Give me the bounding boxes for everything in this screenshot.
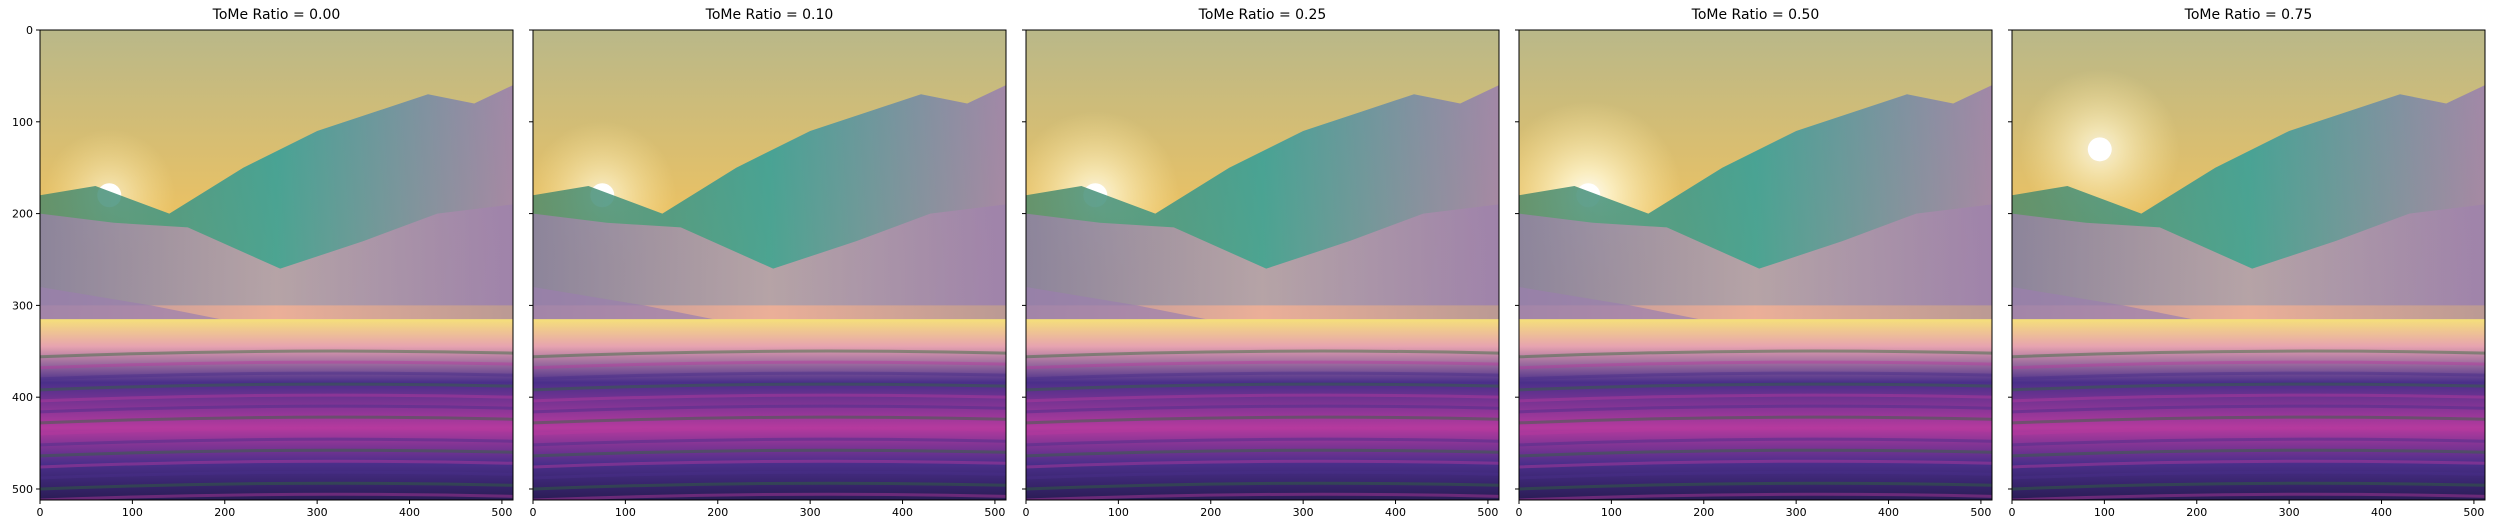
image-panel: ToMe Ratio = 0.10 0 100 200 300 400 500 <box>529 7 1007 519</box>
x-tick-label: 200 <box>2186 506 2207 519</box>
x-tick-label: 400 <box>892 506 913 519</box>
x-tick-label: 400 <box>1878 506 1899 519</box>
axes-frame <box>2011 29 2486 501</box>
x-tick-label: 400 <box>2371 506 2392 519</box>
x-tick-label: 0 <box>37 506 44 519</box>
image-panel: ToMe Ratio = 0.50 0 100 200 300 400 500 <box>1515 7 1993 519</box>
x-tick-label: 500 <box>984 506 1005 519</box>
axes-frame <box>39 29 514 501</box>
panel-title: ToMe Ratio = 0.50 <box>1691 7 1820 23</box>
x-tick-label: 0 <box>1023 506 1030 519</box>
landscape-image <box>1519 30 1992 500</box>
landscape-image <box>533 30 1006 500</box>
x-tick-label: 100 <box>122 506 143 519</box>
axes-frame <box>532 29 1007 501</box>
y-tick-label: 100 <box>12 116 33 129</box>
axes-frame <box>1025 29 1500 501</box>
image-panel: ToMe Ratio = 0.75 0 100 200 300 400 500 <box>2008 7 2486 519</box>
panel-title: ToMe Ratio = 0.25 <box>1198 7 1327 23</box>
landscape-image <box>40 30 513 500</box>
landscape-image <box>1026 30 1499 500</box>
axes-frame <box>1518 29 1993 501</box>
x-tick-label: 300 <box>800 506 821 519</box>
x-tick-label: 500 <box>1477 506 1498 519</box>
x-tick-label: 100 <box>1601 506 1622 519</box>
y-tick-label: 400 <box>12 391 33 404</box>
x-tick-label: 100 <box>2094 506 2115 519</box>
x-tick-label: 200 <box>707 506 728 519</box>
x-tick-label: 500 <box>491 506 512 519</box>
x-tick-label: 0 <box>2009 506 2016 519</box>
x-tick-label: 0 <box>530 506 537 519</box>
x-tick-label: 300 <box>307 506 328 519</box>
x-tick-label: 100 <box>1108 506 1129 519</box>
x-tick-label: 300 <box>2279 506 2300 519</box>
x-tick-label: 500 <box>1970 506 1991 519</box>
x-tick-label: 200 <box>1693 506 1714 519</box>
panels: ToMe Ratio = 0.00 0 100 200 300 400 500 0 100 200… <box>12 7 2486 519</box>
x-tick-label: 300 <box>1293 506 1314 519</box>
x-tick-label: 200 <box>1200 506 1221 519</box>
x-tick-label: 100 <box>615 506 636 519</box>
x-tick-label: 200 <box>214 506 235 519</box>
landscape-image <box>2012 30 2485 500</box>
x-tick-label: 500 <box>2463 506 2484 519</box>
panel-title: ToMe Ratio = 0.10 <box>705 7 834 23</box>
image-panel: ToMe Ratio = 0.25 0 100 200 300 400 500 <box>1022 7 1500 519</box>
x-tick-label: 400 <box>1385 506 1406 519</box>
x-tick-label: 0 <box>1516 506 1523 519</box>
y-tick-label: 0 <box>26 24 33 37</box>
y-tick-label: 200 <box>12 208 33 221</box>
image-panel: ToMe Ratio = 0.00 0 100 200 300 400 500 0 100 200… <box>12 7 514 519</box>
y-tick-label: 300 <box>12 299 33 312</box>
x-tick-label: 300 <box>1786 506 1807 519</box>
panel-title: ToMe Ratio = 0.00 <box>212 7 341 23</box>
panel-title: ToMe Ratio = 0.75 <box>2184 7 2313 23</box>
x-tick-label: 400 <box>399 506 420 519</box>
y-tick-label: 500 <box>12 483 33 496</box>
